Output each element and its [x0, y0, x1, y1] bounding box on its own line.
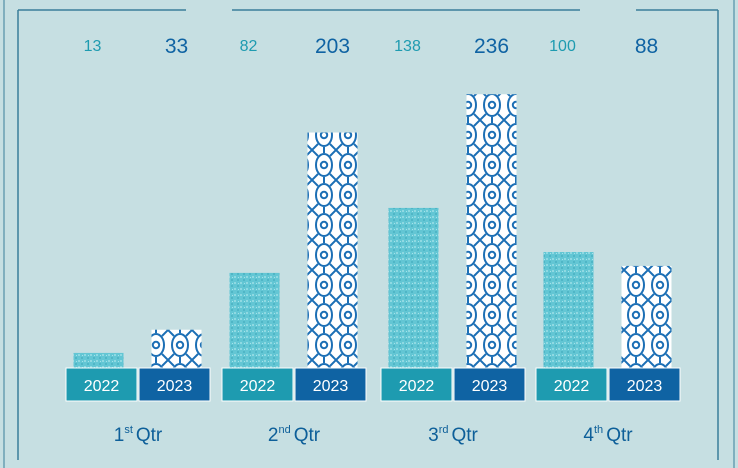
year-label-2022-q4: 2022	[554, 378, 590, 395]
quarter-ordinal-suffix: st	[124, 424, 133, 436]
value-label-2022-q4: 100	[549, 38, 576, 55]
value-label-2023-q4: 88	[635, 35, 658, 58]
value-label-2022-q1: 13	[84, 38, 102, 55]
year-label-2023-q2: 2023	[313, 378, 349, 395]
quarter-ordinal: 2	[268, 425, 279, 446]
year-box-2023-q1	[138, 367, 211, 402]
quarter-ordinal-suffix: th	[594, 424, 603, 436]
bar-2023-q1	[151, 329, 202, 368]
bar-2022-q4	[543, 252, 594, 368]
value-label-2023-q1: 33	[165, 35, 188, 58]
year-label-2023-q3: 2023	[472, 378, 508, 395]
quarter-ordinal: 4	[583, 425, 594, 446]
value-label-2023-q2: 203	[315, 35, 350, 58]
bar-2022-q2	[229, 272, 280, 368]
quarter-ordinal: 3	[428, 425, 439, 446]
year-label-2022-q3: 2022	[399, 378, 435, 395]
year-label-2023-q1: 2023	[157, 378, 193, 395]
quarter-ordinal-suffix: rd	[439, 424, 449, 436]
year-box-2022-q4	[535, 367, 608, 402]
quarter-word: Qtr	[136, 425, 163, 446]
bar-2023-q2	[307, 132, 358, 368]
quarter-word: Qtr	[451, 425, 478, 446]
year-label-2022-q1: 2022	[84, 378, 120, 395]
value-label-2023-q3: 236	[474, 35, 509, 58]
bar-2022-q1	[73, 352, 124, 368]
bar-2023-q4	[621, 265, 672, 368]
value-label-2022-q3: 138	[394, 38, 421, 55]
year-box-2023-q4	[608, 367, 681, 402]
quarter-word: Qtr	[294, 425, 321, 446]
quarter-ordinal: 1	[114, 425, 125, 446]
year-label-2023-q4: 2023	[627, 378, 663, 395]
year-label-2022-q2: 2022	[240, 378, 276, 395]
year-box-2022-q3	[380, 367, 453, 402]
year-box-2022-q2	[221, 367, 294, 402]
quarter-label-2: 2nd Qtr	[268, 424, 321, 446]
quarter-word: Qtr	[606, 425, 633, 446]
year-box-2023-q3	[453, 367, 526, 402]
value-label-2022-q2: 82	[240, 38, 258, 55]
quarter-label-4: 4th Qtr	[583, 424, 633, 446]
quarter-ordinal-suffix: nd	[278, 424, 290, 436]
year-box-2022-q1	[65, 367, 138, 402]
bar-2022-q3	[388, 207, 439, 368]
quarter-label-1: 1st Qtr	[114, 424, 163, 446]
bar-2023-q3	[466, 94, 517, 369]
year-box-2023-q2	[294, 367, 367, 402]
quarter-label-3: 3rd Qtr	[428, 424, 478, 446]
